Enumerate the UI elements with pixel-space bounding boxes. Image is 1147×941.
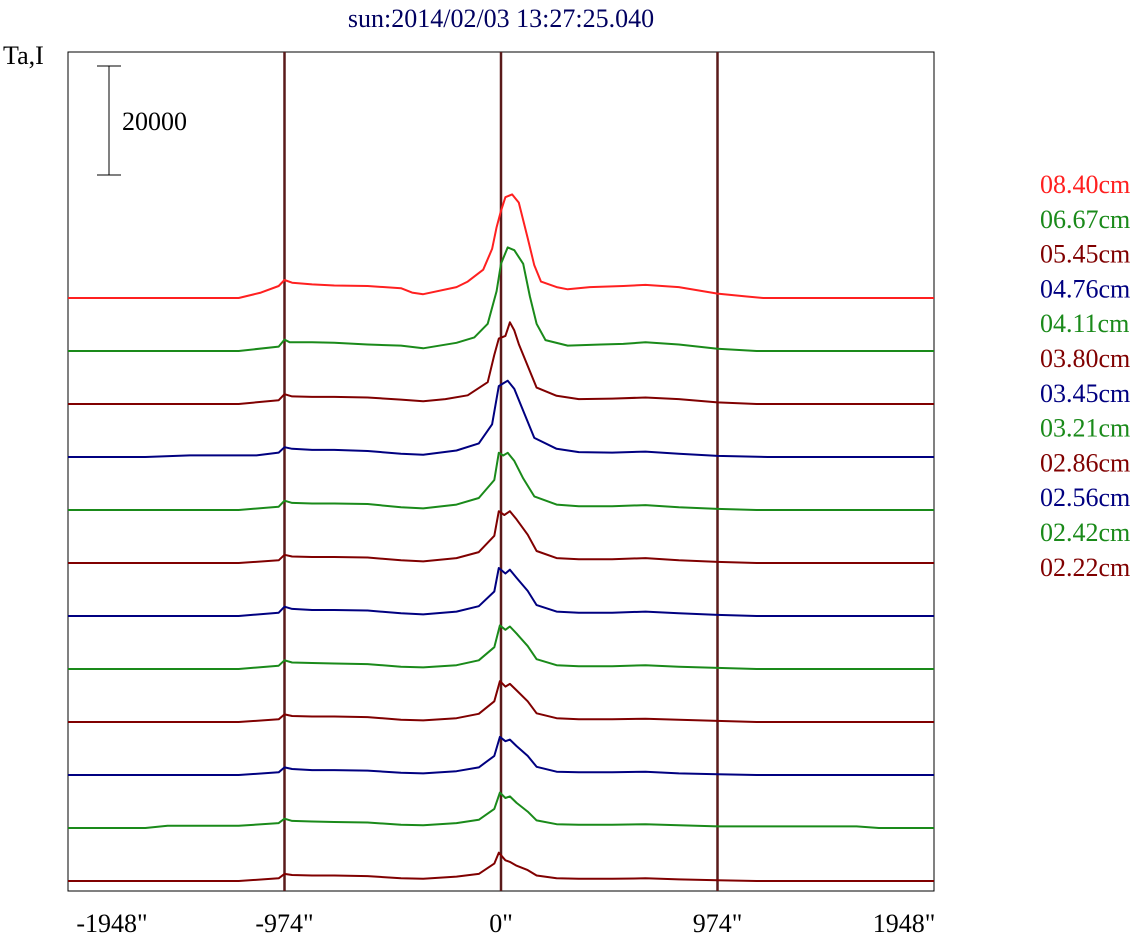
- x-tick-label-2: 0": [489, 909, 513, 938]
- legend: 08.40cm 06.67cm 05.45cm 04.76cm 04.11cm 03.80…: [1040, 170, 1130, 582]
- series-line-03.80cm: [68, 510, 934, 564]
- legend-entry-02.86cm: 02.86cm: [1040, 448, 1130, 477]
- series-line-08.40cm: [68, 193, 934, 299]
- series-line-05.45cm: [68, 321, 934, 405]
- series-line-03.45cm: [68, 567, 934, 617]
- series-layer: [68, 193, 934, 882]
- x-tick-labels: -1948" -974" 0" 974" 1948": [76, 909, 935, 938]
- legend-entry-02.42cm: 02.42cm: [1040, 518, 1130, 547]
- legend-entry-02.56cm: 02.56cm: [1040, 483, 1130, 512]
- x-tick-label-3: 974": [693, 909, 743, 938]
- vertical-markers: [283, 52, 719, 891]
- series-line-02.42cm: [68, 791, 934, 829]
- legend-entry-05.45cm: 05.45cm: [1040, 240, 1130, 269]
- series-line-02.22cm: [68, 851, 934, 882]
- chart-title: sun:2014/02/03 13:27:25.040: [348, 4, 654, 33]
- x-tick-label-1: -974": [255, 909, 313, 938]
- scale-bar: [97, 65, 121, 176]
- series-line-04.76cm: [68, 379, 934, 458]
- x-tick-label-4: 1948": [873, 909, 936, 938]
- legend-entry-02.22cm: 02.22cm: [1040, 553, 1130, 582]
- legend-entry-03.45cm: 03.45cm: [1040, 379, 1130, 408]
- legend-entry-04.11cm: 04.11cm: [1040, 309, 1129, 338]
- series-line-06.67cm: [68, 246, 934, 352]
- x-tick-label-0: -1948": [76, 909, 147, 938]
- legend-entry-03.80cm: 03.80cm: [1040, 344, 1130, 373]
- legend-entry-06.67cm: 06.67cm: [1040, 205, 1130, 234]
- legend-entry-08.40cm: 08.40cm: [1040, 170, 1130, 199]
- scale-bar-label: 20000: [122, 107, 187, 136]
- series-line-04.11cm: [68, 451, 934, 511]
- legend-entry-03.21cm: 03.21cm: [1040, 414, 1130, 443]
- legend-entry-04.76cm: 04.76cm: [1040, 274, 1130, 303]
- series-line-02.56cm: [68, 735, 934, 776]
- y-axis-label: Ta,I: [3, 41, 44, 70]
- series-line-03.21cm: [68, 624, 934, 670]
- series-line-02.86cm: [68, 680, 934, 723]
